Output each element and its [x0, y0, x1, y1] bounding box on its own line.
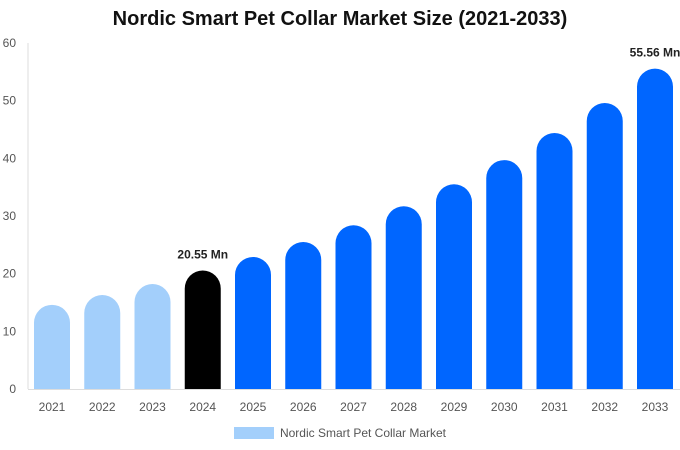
- x-tick-label: 2025: [240, 400, 267, 414]
- x-tick-label: 2027: [340, 400, 367, 414]
- x-tick-label: 2033: [642, 400, 669, 414]
- bar-2031: [536, 132, 573, 389]
- bar-2029: [436, 184, 472, 389]
- y-tick-label: 10: [3, 324, 17, 338]
- y-tick-label: 60: [3, 36, 17, 50]
- bar-2030: [486, 160, 523, 389]
- x-tick-label: 2021: [39, 400, 66, 414]
- x-tick-label: 2032: [591, 400, 618, 414]
- x-tick-label: 2031: [541, 400, 568, 414]
- bar-2022: [84, 295, 121, 389]
- bar-2021: [34, 304, 70, 389]
- x-tick-label: 2026: [290, 400, 317, 414]
- bar-2028: [385, 206, 422, 389]
- data-label: 20.55 Mn: [177, 247, 228, 261]
- x-tick-label: 2028: [390, 400, 417, 414]
- legend-label[interactable]: Nordic Smart Pet Collar Market: [279, 426, 447, 440]
- legend-swatch: [233, 427, 274, 439]
- bar-2027: [335, 225, 372, 389]
- chart-title: Nordic Smart Pet Collar Market Size (202…: [112, 8, 568, 30]
- bar-2024: [184, 270, 221, 389]
- y-tick-label: 20: [3, 267, 17, 281]
- x-tick-label: 2024: [189, 400, 216, 414]
- y-tick-label: 50: [3, 94, 17, 108]
- legend: Nordic Smart Pet Collar Market: [0, 426, 680, 440]
- y-tick-label: 0: [9, 382, 16, 396]
- x-tick-label: 2029: [441, 400, 468, 414]
- bar-2033: [637, 68, 673, 389]
- bar-2026: [285, 241, 322, 389]
- y-tick-label: 40: [3, 151, 17, 165]
- x-tick-label: 2022: [89, 400, 116, 414]
- y-tick-label: 30: [3, 209, 17, 223]
- bar-2023: [134, 284, 171, 389]
- data-label: 55.56 Mn: [630, 46, 680, 60]
- x-tick-label: 2023: [139, 400, 166, 414]
- bar-2032: [586, 102, 623, 390]
- bar-2025: [235, 256, 271, 389]
- x-tick-label: 2030: [491, 400, 518, 414]
